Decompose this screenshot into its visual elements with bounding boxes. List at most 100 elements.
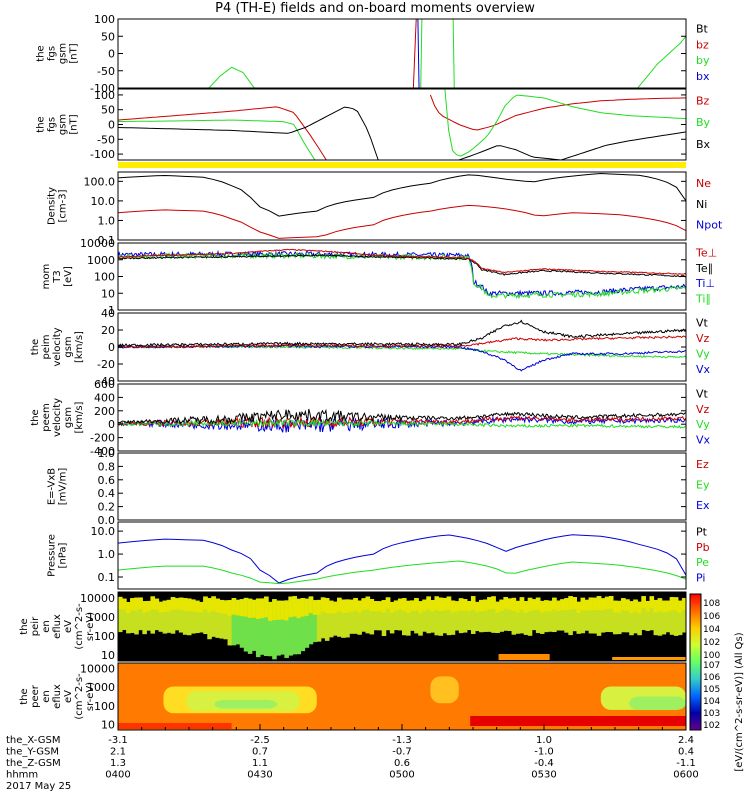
- colorbar-tick: 104: [703, 697, 720, 707]
- heatmap-ion-cell: [264, 596, 269, 657]
- colorbar-tick: 102: [703, 721, 720, 731]
- heatmap-ion-cell: [320, 597, 326, 639]
- heatmap-ion-cell: [166, 599, 172, 633]
- legend-entry: Ey: [696, 478, 710, 491]
- y-axis-label: [cm-3]: [58, 189, 69, 222]
- heatmap-ion-cell: [527, 597, 533, 636]
- y-tick-label: 0.2: [98, 501, 116, 514]
- heatmap-ion-cell: [142, 601, 147, 613]
- y-tick-label: 1000: [87, 254, 115, 267]
- y-tick-label: -100: [90, 148, 115, 161]
- y-tick-label: 1.0: [98, 447, 116, 460]
- y-tick-label: 10000: [80, 663, 115, 676]
- heatmap-ion-cell: [617, 600, 622, 635]
- heatmap-ion-cell: [588, 597, 594, 611]
- heatmap-ion-cell: [186, 598, 192, 636]
- y-tick-label: 600: [94, 378, 115, 391]
- heatmap-ion-cell: [653, 599, 659, 636]
- y-tick-label: 0: [108, 48, 115, 61]
- heatmap-ion-cell: [223, 600, 229, 614]
- heatmap-ion-cell: [215, 598, 220, 613]
- heatmap-ion-cell: [239, 599, 245, 617]
- heatmap-ion-cell: [219, 599, 224, 639]
- heatmap-ion-cell: [243, 597, 249, 652]
- heatmap-ion-cell: [564, 598, 569, 611]
- y-axis-label: peer: [30, 684, 41, 708]
- legend-entry: Te∥: [695, 262, 713, 275]
- panel-frame: [117, 521, 687, 590]
- x-tick-label: -0.4: [534, 758, 554, 769]
- y-axis-label: fgs: [47, 46, 58, 61]
- heatmap-electron-region: [118, 723, 232, 729]
- heatmap-ion-cell: [231, 598, 237, 646]
- x-tick-label: 0500: [389, 770, 414, 781]
- y-axis-label: eV: [63, 620, 74, 633]
- y-tick-label: -20: [97, 358, 115, 371]
- heatmap-ion-cell: [466, 600, 472, 612]
- heatmap-ion-cell: [560, 599, 565, 611]
- heatmap-ion-cell: [507, 598, 513, 632]
- y-axis-label: velocity: [52, 327, 63, 366]
- heatmap-ion-cell: [361, 598, 366, 610]
- y-tick-label: 10000: [80, 237, 115, 250]
- series-line-bz: [118, 106, 327, 160]
- y-axis-label: eV: [63, 690, 74, 703]
- y-axis-label: sr-eV): [85, 682, 96, 711]
- series-line-by: [637, 35, 686, 88]
- series-line-by: [208, 66, 255, 88]
- panel-frame: [117, 591, 687, 662]
- heatmap-ion-cell: [276, 600, 281, 656]
- heatmap-ion-cell: [251, 599, 257, 618]
- y-tick-label: 100: [94, 630, 115, 643]
- heatmap-ion-cell: [122, 598, 127, 631]
- legend-entry: Vx: [696, 433, 711, 446]
- heatmap-ion-cell: [446, 596, 452, 611]
- heatmap-ion-cell: [572, 597, 577, 632]
- heatmap-ion-cell: [207, 598, 212, 640]
- heatmap-ion-cell: [235, 599, 241, 616]
- heatmap-ion-cell: [527, 597, 533, 612]
- y-axis-label: [mV/m]: [58, 468, 69, 506]
- heatmap-ion-cell: [438, 597, 444, 611]
- heatmap-ion-cell: [470, 596, 476, 634]
- panel-frame: [117, 383, 687, 452]
- y-axis-label: gsm: [63, 407, 74, 428]
- legend-entry: Ne: [696, 177, 711, 190]
- y-tick-label: -40: [97, 375, 115, 388]
- y-axis-label: en: [41, 620, 52, 633]
- heatmap-ion-cell: [462, 599, 468, 611]
- series-line-vz: [118, 335, 686, 349]
- heatmap-ion-cell: [377, 601, 383, 612]
- heatmap-ion-cell: [523, 601, 529, 635]
- heatmap-ion-cell: [345, 599, 350, 613]
- heatmap-ion-cell: [608, 596, 614, 609]
- heatmap-ion-cell: [410, 600, 415, 631]
- heatmap-ion-cell: [454, 601, 460, 631]
- colorbar: [689, 593, 702, 731]
- heatmap-ion-cell: [130, 598, 135, 611]
- heatmap-ion-cell: [288, 596, 293, 656]
- heatmap-ion-cell: [657, 598, 663, 636]
- y-axis-label: (cm^2-s-: [74, 603, 85, 650]
- heatmap-ion-cell: [146, 600, 151, 631]
- heatmap-ion-cell: [146, 600, 151, 612]
- heatmap-ion-cell: [385, 597, 391, 609]
- heatmap-ion-cell: [531, 599, 537, 610]
- y-tick-label: -50: [97, 65, 115, 78]
- heatmap-ion-cell: [661, 600, 667, 635]
- heatmap-ion-cell: [227, 600, 233, 616]
- heatmap-ion-cell: [637, 601, 642, 614]
- y-tick-label: 10: [101, 287, 115, 300]
- y-tick-label: 0.4: [98, 487, 116, 500]
- y-tick-label: 200: [94, 405, 115, 418]
- y-axis-label: gsm: [58, 114, 69, 135]
- panel-frame: [117, 18, 687, 89]
- heatmap-ion-cell: [203, 596, 208, 610]
- y-axis-label: T3: [52, 270, 63, 283]
- x-row-label: the_Y-GSM: [6, 747, 59, 758]
- heatmap-ion-cell: [414, 598, 419, 634]
- y-axis-label: sr-eV): [85, 612, 96, 641]
- heatmap-ion-cell: [154, 598, 160, 631]
- heatmap-ion-cell: [393, 600, 399, 611]
- x-tick-label: 0.4: [678, 747, 694, 758]
